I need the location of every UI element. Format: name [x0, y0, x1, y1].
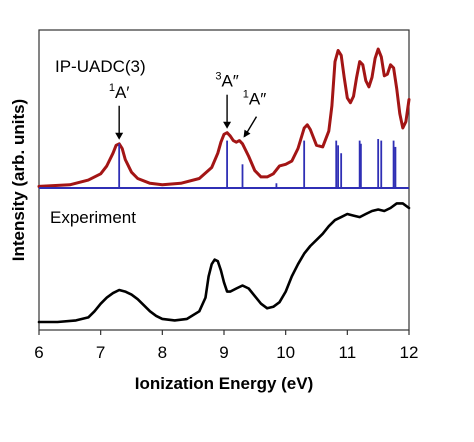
- peak-label: 1A″: [243, 89, 266, 109]
- peak-label-text: A″: [249, 90, 266, 109]
- y-axis-title: Intensity (arb. units): [9, 99, 28, 261]
- annotation-arrowhead: [223, 121, 232, 129]
- x-tick-label: 9: [219, 343, 228, 362]
- x-tick-label: 12: [400, 343, 419, 362]
- peak-label-superscript: 1: [243, 89, 249, 101]
- annotation-arrowhead: [115, 132, 124, 140]
- experiment-spectrum-line: [37, 202, 411, 324]
- annotation-arrowhead: [243, 129, 251, 138]
- peak-annotations: 1A′3A″1A″: [109, 71, 266, 140]
- peak-label: 1A′: [109, 82, 130, 102]
- x-tick-label: 6: [34, 343, 43, 362]
- panel-label-theory: IP-UADC(3): [55, 57, 146, 76]
- peak-label-superscript: 1: [109, 82, 115, 94]
- x-tick-label: 7: [96, 343, 105, 362]
- x-axis: 6 7 8 9 10 11 12: [34, 330, 418, 362]
- theory-spectrum-line: [37, 47, 411, 188]
- x-axis-title: Ionization Energy (eV): [135, 374, 314, 393]
- panel-label-experiment: Experiment: [50, 208, 136, 227]
- peak-label-text: A″: [221, 72, 238, 91]
- peak-label: 3A″: [215, 71, 238, 91]
- peak-label-text: A′: [115, 83, 130, 102]
- plot-area: [37, 47, 411, 324]
- x-tick-label: 8: [158, 343, 167, 362]
- x-tick-label: 10: [276, 343, 295, 362]
- peak-label-superscript: 3: [215, 71, 221, 83]
- x-tick-label: 11: [339, 343, 357, 362]
